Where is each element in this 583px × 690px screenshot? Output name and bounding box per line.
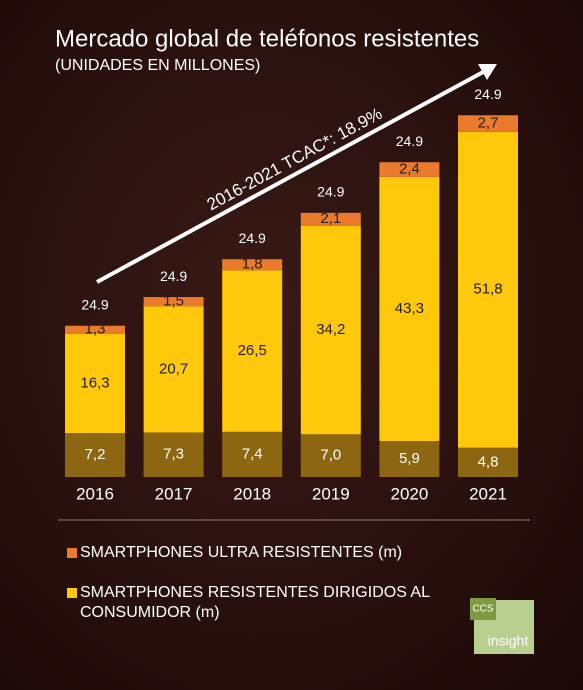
value-label: 7,3 [163, 446, 184, 463]
bar-segment [222, 431, 283, 477]
bar-segment [143, 297, 204, 307]
bar-segment [222, 259, 283, 271]
bar-segment [300, 212, 361, 226]
total-label: 24.9 [239, 230, 266, 246]
x-tick-label: 2017 [155, 484, 193, 503]
value-label: 2,7 [478, 114, 499, 131]
value-label: 34,2 [316, 321, 345, 338]
x-tick-label: 2019 [312, 484, 350, 503]
bar-segment [65, 325, 125, 334]
value-label: 7,0 [320, 447, 341, 464]
value-label: 1,8 [242, 256, 263, 273]
total-label: 24.9 [474, 86, 501, 102]
bar-segment [458, 115, 518, 132]
value-label: 2,1 [320, 210, 341, 227]
bar-segment [300, 225, 361, 435]
total-label: 24.9 [81, 296, 108, 312]
value-label: 1,5 [163, 293, 184, 310]
value-label: 43,3 [395, 300, 424, 317]
total-label: 24.9 [396, 133, 423, 149]
x-tick-label: 2020 [390, 484, 428, 503]
x-tick-label: 2018 [233, 484, 271, 503]
bar-segment [300, 434, 361, 477]
logo-top: CCS [472, 604, 493, 615]
bar-segment [458, 131, 518, 448]
logo-bottom: insight [488, 633, 529, 649]
bar-segment [143, 432, 204, 477]
value-label: 20,7 [159, 360, 188, 377]
bar-segment [379, 176, 440, 442]
value-label: 7,2 [85, 446, 106, 463]
value-label: 26,5 [238, 342, 267, 359]
value-label: 5,9 [399, 450, 420, 467]
trend-arrow [96, 69, 486, 284]
chart-title: Mercado global de teléfonos resistentes [55, 25, 479, 52]
x-tick-label: 2016 [76, 484, 114, 503]
bar-segment [379, 441, 440, 477]
value-label: 1,3 [85, 321, 106, 338]
legend-swatch [67, 588, 77, 598]
bar-segment [458, 447, 518, 477]
legend-swatch [67, 548, 77, 558]
value-label: 51,8 [473, 281, 502, 298]
total-label: 24.9 [160, 268, 187, 284]
bar-segment [65, 333, 125, 434]
arrow-head [478, 64, 497, 80]
logo-box-small [470, 598, 496, 620]
bar-segment [222, 270, 283, 432]
value-label: 7,4 [242, 445, 263, 462]
chart-subtitle: (UNIDADES EN MILLONES) [55, 57, 260, 74]
legend-label: SMARTPHONES ULTRA RESISTENTES (m) [80, 544, 402, 561]
value-label: 2,4 [399, 161, 420, 178]
value-label: 4,8 [478, 453, 499, 470]
bar-segment [379, 162, 440, 177]
total-label: 24.9 [317, 184, 344, 200]
legend-label: SMARTPHONES RESISTENTES DIRIGIDOS AL CONS… [80, 584, 430, 621]
bar-segment [143, 306, 204, 433]
value-label: 16,3 [80, 374, 109, 391]
x-tick-label: 2021 [469, 484, 507, 503]
bar-segment [65, 433, 125, 477]
